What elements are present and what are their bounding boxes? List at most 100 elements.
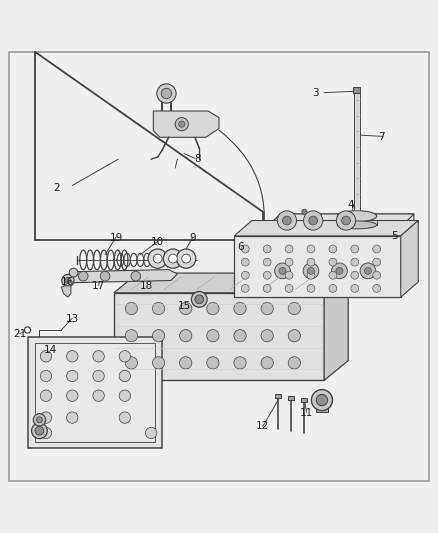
Circle shape: [67, 390, 78, 401]
Circle shape: [261, 302, 273, 314]
Circle shape: [360, 263, 376, 279]
Circle shape: [307, 258, 315, 266]
Circle shape: [177, 249, 196, 268]
Circle shape: [285, 258, 293, 266]
Text: 13: 13: [66, 314, 79, 324]
Circle shape: [36, 417, 42, 423]
Text: 11: 11: [300, 408, 313, 418]
Circle shape: [288, 302, 300, 314]
Circle shape: [285, 285, 293, 292]
Circle shape: [169, 254, 177, 263]
Polygon shape: [153, 111, 219, 138]
Polygon shape: [61, 286, 71, 297]
Circle shape: [152, 329, 165, 342]
Circle shape: [261, 357, 273, 369]
Circle shape: [119, 412, 131, 423]
Circle shape: [336, 268, 343, 274]
Bar: [316, 401, 328, 412]
Circle shape: [119, 351, 131, 362]
Circle shape: [329, 285, 337, 292]
Circle shape: [69, 268, 78, 277]
Circle shape: [364, 268, 371, 274]
Bar: [353, 87, 360, 93]
Circle shape: [302, 209, 307, 214]
Circle shape: [288, 329, 300, 342]
Circle shape: [125, 329, 138, 342]
Text: 8: 8: [194, 154, 201, 164]
Polygon shape: [66, 270, 177, 282]
Circle shape: [207, 302, 219, 314]
Circle shape: [263, 271, 271, 279]
Circle shape: [234, 357, 246, 369]
Circle shape: [307, 271, 315, 279]
Circle shape: [152, 302, 165, 314]
Circle shape: [332, 263, 347, 279]
Circle shape: [153, 254, 162, 263]
Circle shape: [93, 351, 104, 362]
Circle shape: [351, 285, 359, 292]
Circle shape: [161, 88, 172, 99]
Circle shape: [180, 302, 192, 314]
Circle shape: [207, 357, 219, 369]
Circle shape: [288, 357, 300, 369]
Circle shape: [119, 390, 131, 401]
Bar: [35, 343, 155, 442]
Ellipse shape: [337, 221, 377, 229]
Circle shape: [180, 329, 192, 342]
Circle shape: [303, 263, 319, 279]
Text: 4: 4: [347, 200, 354, 210]
Circle shape: [67, 351, 78, 362]
Circle shape: [241, 245, 249, 253]
Circle shape: [119, 370, 131, 382]
Circle shape: [285, 245, 293, 253]
Circle shape: [180, 357, 192, 369]
Circle shape: [100, 271, 110, 281]
Circle shape: [131, 271, 141, 281]
Polygon shape: [234, 236, 401, 297]
Text: 6: 6: [237, 242, 244, 252]
Polygon shape: [401, 221, 418, 297]
Bar: [275, 393, 281, 398]
Circle shape: [40, 427, 52, 439]
Circle shape: [32, 423, 47, 439]
Circle shape: [329, 258, 337, 266]
Text: 9: 9: [189, 233, 196, 243]
Circle shape: [373, 271, 381, 279]
Circle shape: [35, 426, 44, 435]
Circle shape: [309, 216, 318, 225]
Circle shape: [241, 271, 249, 279]
Circle shape: [283, 216, 291, 225]
Circle shape: [336, 211, 356, 230]
Circle shape: [263, 245, 271, 253]
Circle shape: [307, 285, 315, 292]
Circle shape: [25, 327, 31, 333]
Circle shape: [179, 121, 185, 127]
Circle shape: [175, 118, 188, 131]
Circle shape: [351, 271, 359, 279]
Text: 16: 16: [61, 277, 74, 287]
Circle shape: [342, 216, 350, 225]
Circle shape: [351, 258, 359, 266]
Text: 2: 2: [53, 183, 60, 192]
Bar: [28, 336, 162, 448]
Circle shape: [241, 258, 249, 266]
Polygon shape: [114, 293, 324, 381]
Circle shape: [373, 285, 381, 292]
Ellipse shape: [337, 211, 377, 222]
Circle shape: [207, 329, 219, 342]
Circle shape: [351, 245, 359, 253]
Text: 3: 3: [312, 88, 319, 99]
Circle shape: [373, 258, 381, 266]
Circle shape: [33, 414, 46, 426]
Bar: [301, 398, 307, 402]
Circle shape: [78, 271, 88, 281]
Text: 18: 18: [140, 281, 153, 291]
Circle shape: [67, 370, 78, 382]
Text: 21: 21: [13, 329, 26, 340]
Circle shape: [279, 268, 286, 274]
Text: 5: 5: [391, 231, 398, 241]
Circle shape: [40, 351, 52, 362]
Circle shape: [329, 245, 337, 253]
Polygon shape: [234, 221, 418, 236]
Circle shape: [234, 329, 246, 342]
